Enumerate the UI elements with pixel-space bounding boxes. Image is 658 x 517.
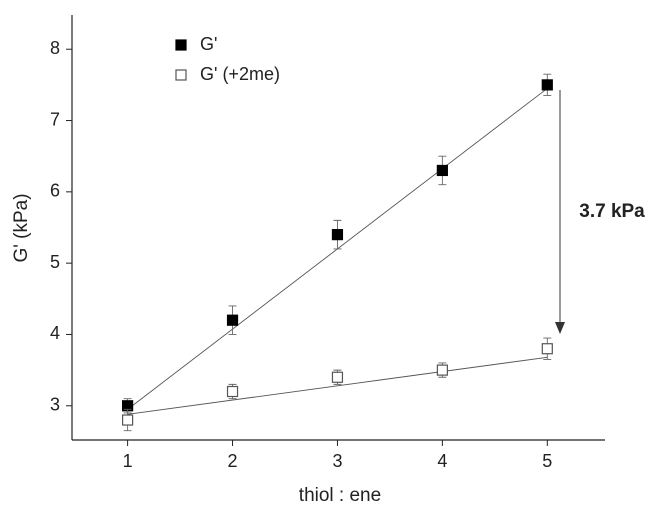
legend-label: G' (+2me)	[200, 64, 280, 84]
point	[226, 314, 239, 326]
annotation: 3.7 kPa	[579, 201, 645, 222]
y-tick-label: 4	[50, 323, 60, 343]
point	[436, 164, 448, 177]
fit-line	[127, 356, 548, 415]
y-axis-label: G' (kPa)	[11, 193, 32, 262]
arrow-head	[555, 322, 565, 334]
x-tick-label: 5	[542, 451, 552, 471]
y-tick-label: 3	[50, 395, 60, 415]
point	[436, 364, 448, 376]
point	[122, 414, 134, 426]
x-tick-label: 3	[332, 451, 342, 471]
y-tick-label: 5	[50, 252, 60, 272]
point	[331, 229, 344, 241]
y-tick-label: 7	[50, 109, 60, 129]
point	[226, 385, 239, 398]
point	[541, 343, 553, 355]
point	[331, 371, 344, 383]
x-tick-label: 4	[437, 451, 447, 471]
x-tick-label: 2	[228, 451, 238, 471]
y-tick-label: 6	[50, 181, 60, 201]
legend-marker	[175, 69, 187, 81]
y-tick-label: 8	[50, 38, 60, 58]
legend-marker	[175, 39, 187, 51]
x-axis-label: thiol : ene	[299, 485, 381, 506]
point	[541, 79, 553, 91]
legend-label: G'	[200, 34, 217, 54]
x-tick-label: 1	[123, 451, 133, 471]
